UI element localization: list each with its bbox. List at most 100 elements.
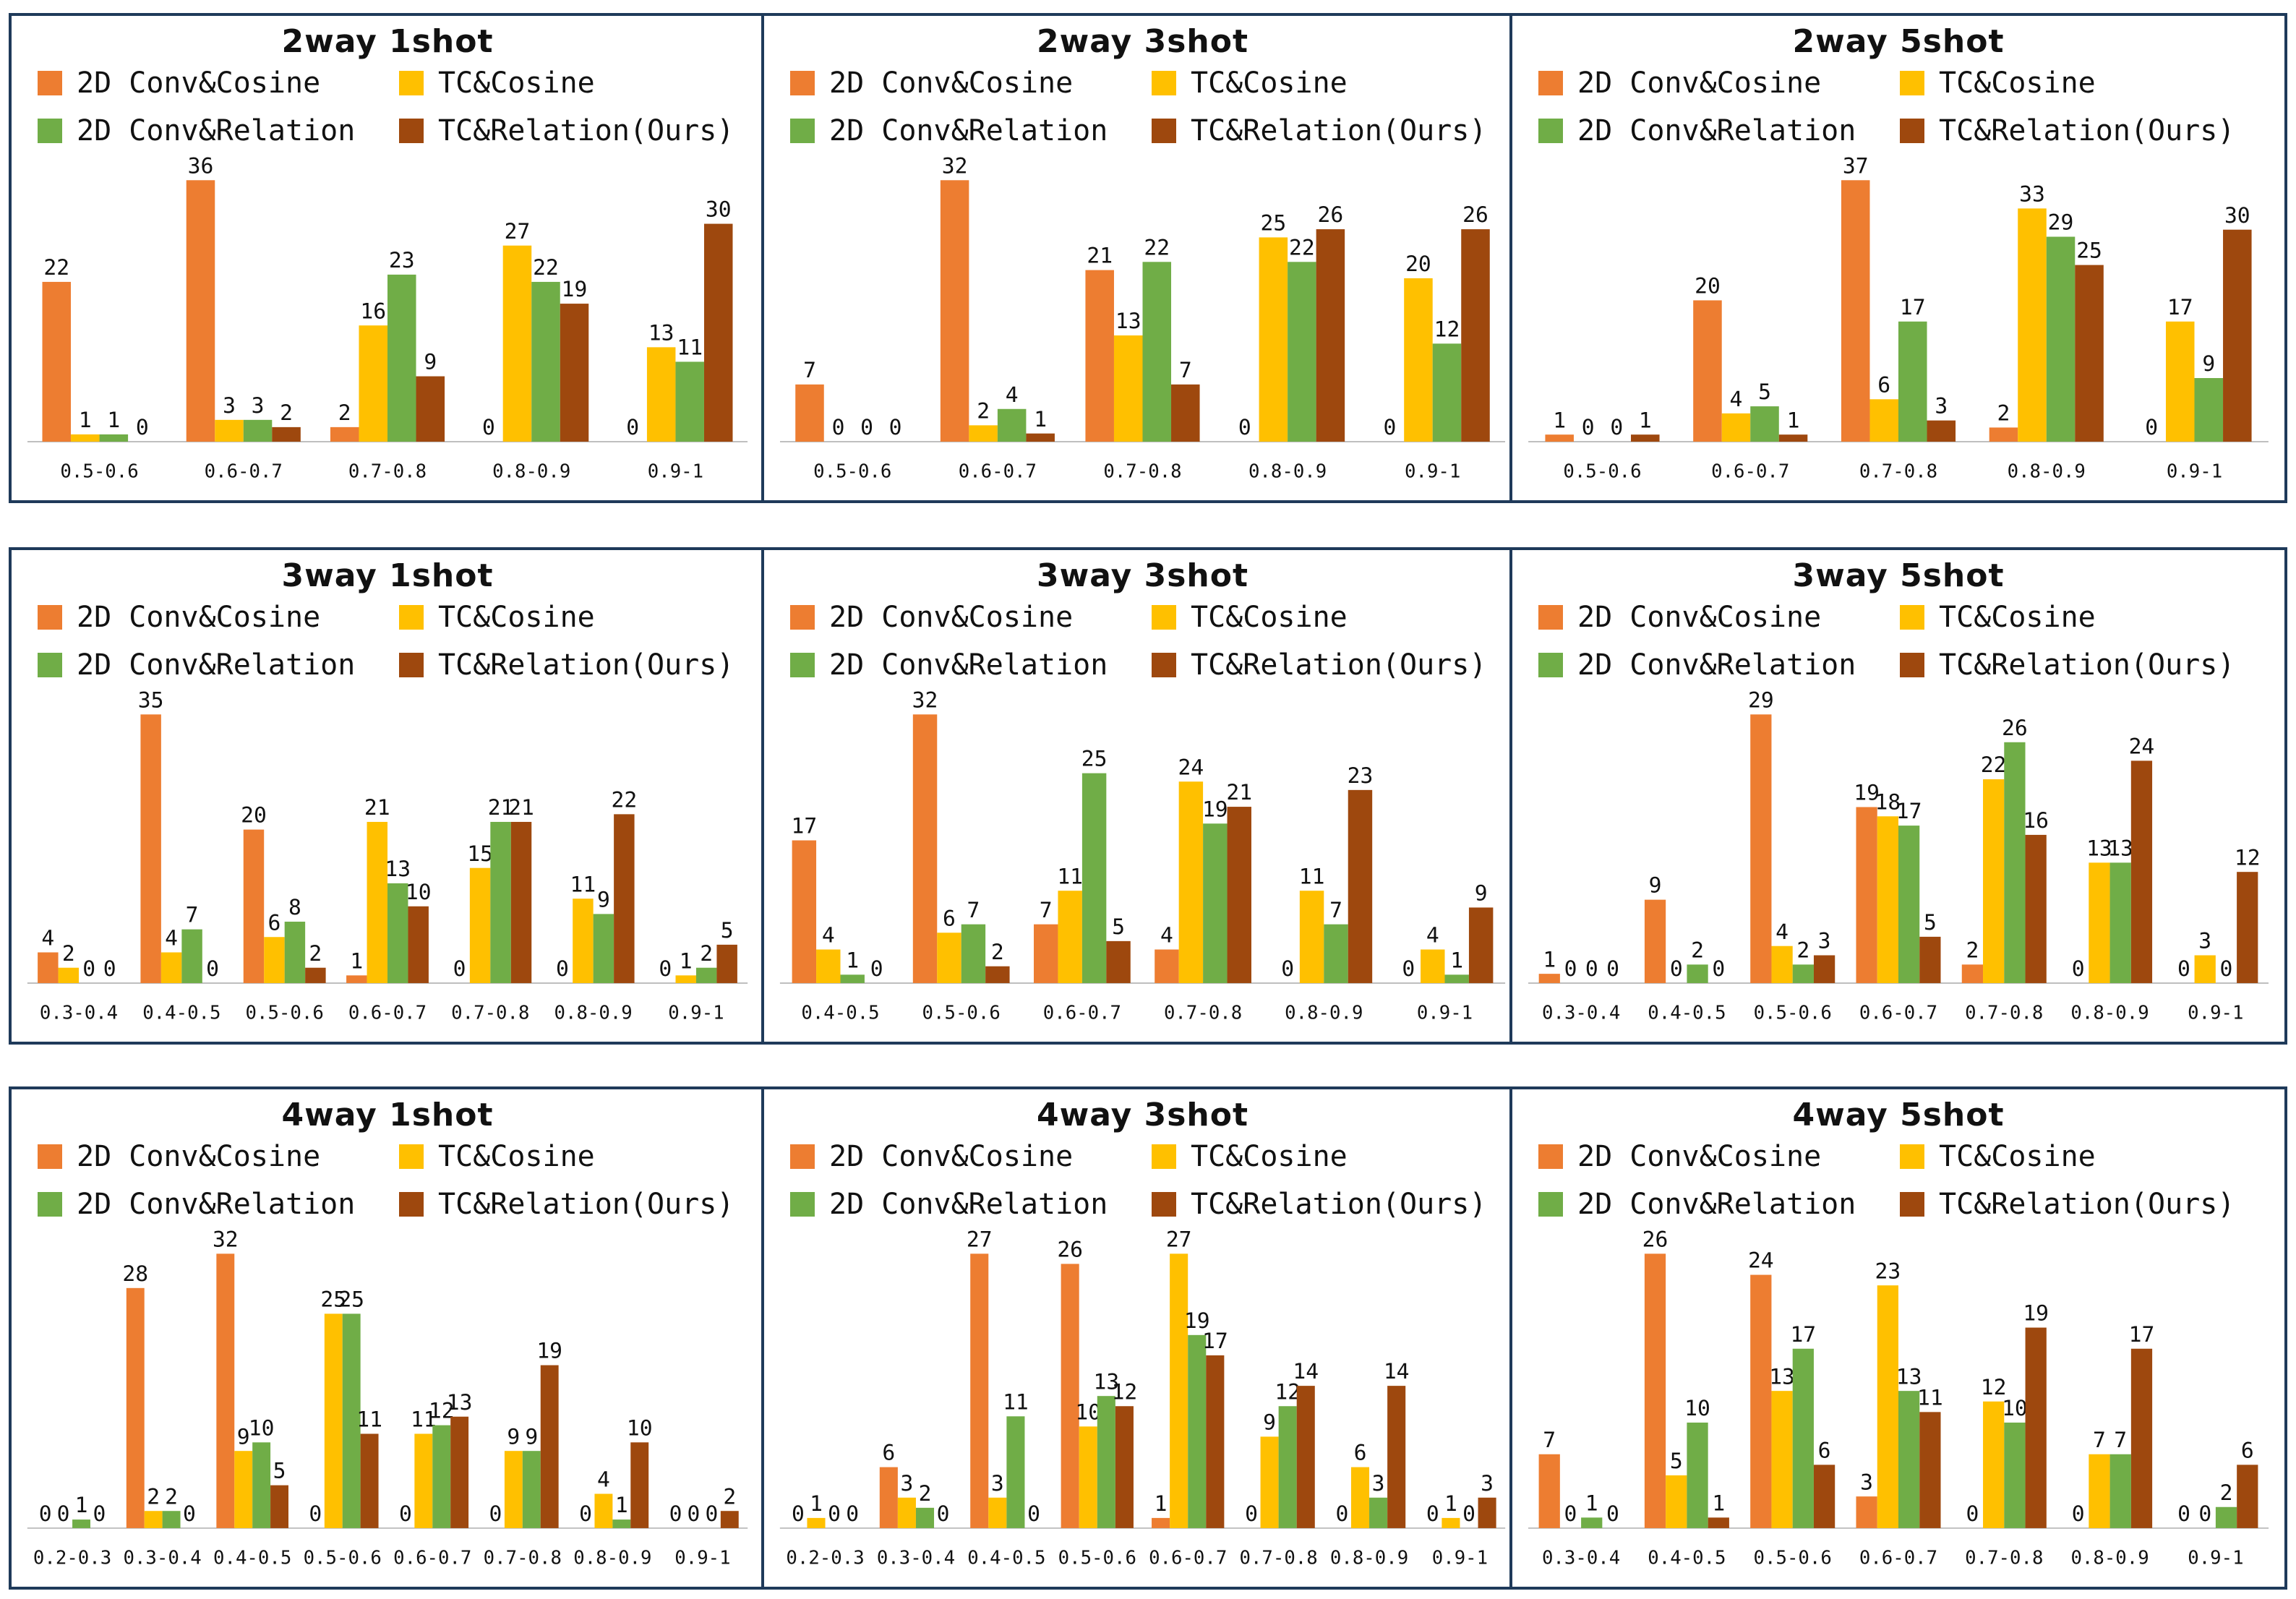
data-label: 10 [1075, 1399, 1101, 1424]
data-label: 0 [1606, 1501, 1619, 1526]
legend-label: 2D Conv&Relation [77, 114, 356, 147]
bar-2d-conv-relation-0.9-1 [1444, 974, 1469, 983]
bar-tc-relation-ours-0.5-0.6 [1813, 1465, 1835, 1528]
x-tick-label: 0.4-0.5 [142, 1002, 220, 1024]
data-label: 22 [1144, 234, 1170, 260]
legend-item-tc-relation-ours: TC&Relation(Ours) [399, 1188, 734, 1221]
bar-2d-conv-relation-0.5-0.6 [342, 1313, 361, 1528]
bar-tc-relation-ours-0.8-0.9 [1387, 1386, 1406, 1528]
data-label: 2 [723, 1483, 736, 1509]
data-label: 1 [1444, 1491, 1457, 1516]
bar-2d-conv-cosine-0.5-0.6 [1545, 434, 1574, 442]
data-label: 27 [967, 1226, 993, 1251]
x-tick-label: 0.7-0.8 [1859, 460, 1937, 482]
data-label: 15 [467, 841, 493, 866]
data-label: 26 [1318, 202, 1344, 227]
x-tick-label: 0.6-0.7 [393, 1547, 471, 1569]
data-label: 0 [1564, 1501, 1577, 1526]
x-tick-label: 0.6-0.7 [1149, 1547, 1227, 1569]
legend-label: 2D Conv&Cosine [77, 67, 321, 100]
x-tick-label: 0.8-0.9 [492, 460, 570, 482]
bar-2d-conv-relation-0.8-0.9 [612, 1519, 631, 1528]
bar-2d-conv-cosine-0.6-0.7 [1034, 924, 1058, 983]
x-tick-label: 0.4-0.5 [1648, 1002, 1726, 1024]
bar-tc-relation-ours-0.8-0.9 [630, 1442, 649, 1528]
x-tick-label: 0.4-0.5 [213, 1547, 291, 1569]
data-label: 21 [364, 794, 390, 820]
legend-swatch [1152, 71, 1176, 95]
data-label: 4 [822, 922, 835, 948]
x-tick-label: 0.9-1 [668, 1002, 724, 1024]
data-label: 0 [453, 956, 466, 981]
legend-item-2d-conv-cosine: 2D Conv&Cosine [38, 1140, 320, 1173]
data-label: 1 [79, 407, 92, 432]
x-tick-label: 0.7-0.8 [1965, 1002, 2043, 1024]
bar-tc-cosine-0.6-0.7 [1877, 1285, 1898, 1528]
data-label: 16 [360, 298, 386, 323]
data-label: 9 [525, 1423, 538, 1449]
x-tick-label: 0.3-0.4 [1542, 1547, 1620, 1569]
data-label: 17 [1790, 1321, 1816, 1347]
legend-item-2d-conv-cosine: 2D Conv&Cosine [1538, 601, 1821, 634]
bar-tc-cosine-0.8-0.9 [2018, 208, 2047, 442]
bar-2d-conv-cosine-0.4-0.5 [216, 1253, 235, 1528]
data-label: 17 [2129, 1321, 2155, 1347]
legend-item-2d-conv-relation: 2D Conv&Relation [1538, 1188, 1856, 1221]
bar-tc-cosine-0.8-0.9 [594, 1493, 613, 1528]
bar-2d-conv-cosine-0.5-0.6 [1750, 1274, 1772, 1528]
legend-item-2d-conv-cosine: 2D Conv&Cosine [790, 1140, 1073, 1173]
legend-label: 2D Conv&Relation [1577, 648, 1856, 682]
data-label: 5 [273, 1458, 286, 1483]
bar-tc-cosine-0.6-0.7 [1877, 816, 1898, 983]
data-label: 2 [991, 939, 1004, 964]
x-tick-label: 0.7-0.8 [1965, 1547, 2043, 1569]
x-tick-label: 0.9-1 [2167, 460, 2222, 482]
x-tick-label: 0.8-0.9 [1285, 1002, 1363, 1024]
chart-panel-4way-3shot: 4way 3shot 2D Conv&Cosine TC&Cosine 2D Conv… [761, 1086, 1524, 1590]
data-label: 0 [1383, 414, 1396, 440]
bar-tc-cosine-0.6-0.7 [367, 821, 387, 983]
bar-tc-relation-ours-0.9-1 [2237, 872, 2258, 983]
bar-2d-conv-cosine-0.7-0.8 [1085, 270, 1114, 442]
bar-2d-conv-cosine-0.6-0.7 [1693, 300, 1722, 442]
bar-tc-relation-ours-0.9-1 [1478, 1497, 1496, 1528]
bar-tc-cosine-0.3-0.4 [897, 1497, 916, 1528]
bar-tc-relation-ours-0.4-0.5 [1708, 1517, 1729, 1528]
data-label: 20 [1695, 273, 1721, 299]
data-label: 6 [943, 905, 956, 930]
legend-label: 2D Conv&Relation [77, 648, 356, 682]
x-tick-label: 0.5-0.6 [1754, 1002, 1832, 1024]
data-label: 14 [1293, 1358, 1319, 1384]
data-label: 0 [1238, 414, 1251, 440]
data-label: 5 [1112, 914, 1125, 939]
data-label: 24 [1748, 1248, 1774, 1273]
data-label: 7 [2114, 1427, 2127, 1452]
legend-item-2d-conv-relation: 2D Conv&Relation [790, 648, 1108, 682]
data-label: 1 [1553, 407, 1566, 432]
bar-2d-conv-cosine-0.6-0.7 [940, 180, 969, 442]
data-label: 26 [1057, 1237, 1083, 1262]
bar-2d-conv-relation-0.9-1 [2194, 377, 2224, 442]
data-label: 0 [556, 956, 569, 981]
x-tick-label: 0.5-0.6 [1563, 460, 1641, 482]
legend-swatch [1900, 1192, 1924, 1217]
bar-tc-cosine-0.4-0.5 [160, 952, 182, 983]
data-label: 0 [2072, 956, 2085, 981]
data-label: 0 [687, 1501, 701, 1526]
bar-2d-conv-cosine-0.3-0.4 [38, 952, 59, 983]
bar-tc-cosine-0.6-0.7 [969, 425, 998, 442]
bar-tc-cosine-0.8-0.9 [2089, 862, 2110, 983]
data-label: 4 [1426, 922, 1439, 948]
data-label: 0 [39, 1501, 52, 1526]
bar-tc-relation-ours-0.9-1 [2237, 1465, 2258, 1528]
bar-2d-conv-relation-0.7-0.8 [522, 1451, 541, 1528]
legend-item-2d-conv-cosine: 2D Conv&Cosine [1538, 1140, 1821, 1173]
data-label: 0 [1402, 956, 1415, 981]
x-tick-label: 0.7-0.8 [348, 460, 427, 482]
legend-item-tc-relation-ours: TC&Relation(Ours) [1900, 114, 2235, 147]
data-label: 7 [1543, 1427, 1556, 1452]
chart-panel-4way-1shot: 4way 1shot 2D Conv&Cosine TC&Cosine 2D Conv… [9, 1086, 766, 1590]
chart-panel-3way-1shot: 3way 1shot 2D Conv&Cosine TC&Cosine 2D Conv… [9, 547, 766, 1045]
x-tick-label: 0.6-0.7 [1859, 1002, 1937, 1024]
